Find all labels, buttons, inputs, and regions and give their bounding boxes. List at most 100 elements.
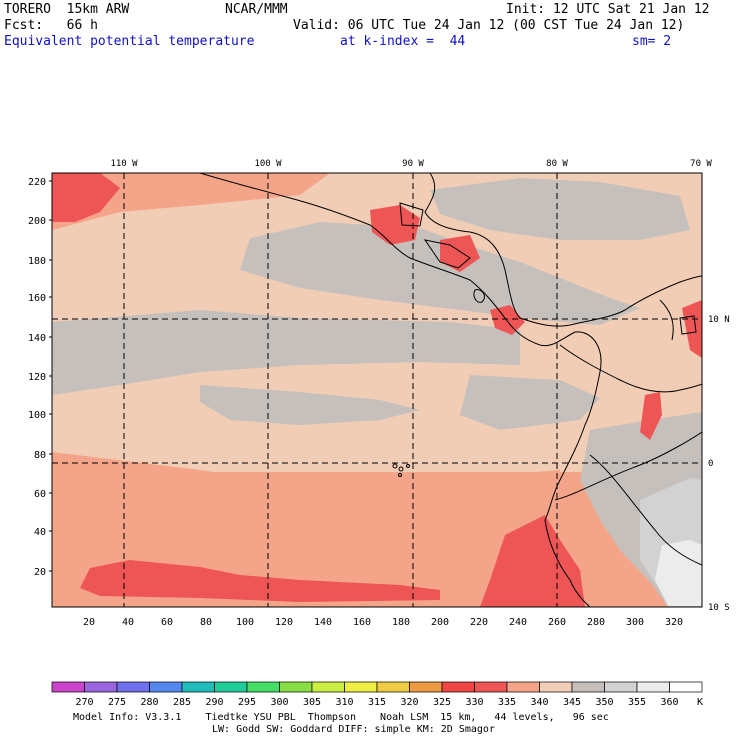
x-tick: 80: [200, 617, 212, 628]
colorbar-swatch: [441, 681, 475, 693]
colorbar-label: 270: [75, 697, 93, 708]
coastlines: [199, 173, 702, 607]
colorbar-label: 320: [400, 697, 418, 708]
organization-label: NCAR/MMM: [225, 2, 288, 17]
colorbar-swatch: [344, 681, 378, 693]
x-tick: 180: [392, 617, 410, 628]
init-time: Init: 12 UTC Sat 21 Jan 12: [506, 2, 710, 17]
graticule: [52, 173, 702, 607]
colorbar-label: 335: [498, 697, 516, 708]
colorbar-swatch: [279, 681, 313, 693]
colorbar-swatch: [376, 681, 410, 693]
pacific-coastline: [199, 173, 602, 607]
field-red-peru-coast: [480, 515, 585, 607]
map-frame: [51, 172, 703, 608]
colorbar-label: 295: [238, 697, 256, 708]
lon-label-90w: 90 W: [402, 159, 424, 169]
footer-physics-info: LW: Godd SW: Goddard DIFF: simple KM: 2D…: [212, 724, 495, 735]
lat-label-0: 0: [708, 459, 713, 469]
colorbar-label: 300: [270, 697, 288, 708]
x-tick: 40: [122, 617, 134, 628]
galapagos-island-1: [392, 463, 398, 469]
y-axis-ticks: 220 200 180 160 140 120 100 80 60 40 20: [28, 177, 46, 578]
forecast-hour: Fcst: 66 h: [4, 18, 98, 33]
colorbar-label: 290: [205, 697, 223, 708]
colorbar-swatch: [116, 681, 150, 693]
latitude-labels: 10 N 0 10 S: [708, 315, 730, 613]
field-gray-patch-1: [200, 385, 420, 425]
colorbar-label: 355: [628, 697, 646, 708]
galapagos-island-3: [406, 464, 410, 468]
colorbar-swatch: [409, 681, 443, 693]
x-tick: 320: [665, 617, 683, 628]
footer-model-info: Model Info: V3.3.1 Tiedtke YSU PBL Thomp…: [73, 712, 609, 723]
model-title: TORERO 15km ARW: [4, 2, 130, 17]
colorbar-swatch: [149, 681, 183, 693]
x-axis-ticks: 20 40 60 80 100 120 140 160 180 200 220 …: [83, 617, 683, 628]
colorbar-unit: K: [697, 697, 703, 708]
colorbar-label: 340: [530, 697, 548, 708]
colorbar-label: 285: [173, 697, 191, 708]
colorbar-swatch: [474, 681, 508, 693]
caribbean-coastline: [424, 173, 702, 327]
colorbar-label: 345: [563, 697, 581, 708]
lon-label-80w: 80 W: [546, 159, 568, 169]
ecuador-peru-border: [554, 431, 702, 501]
field-north-335: [52, 173, 330, 230]
field-red-northwest: [52, 173, 120, 222]
field-name: Equivalent potential temperature: [4, 34, 255, 49]
lat-label-10n: 10 N: [708, 315, 730, 325]
field-red-venezuela: [682, 300, 702, 358]
honduras-border: [423, 239, 471, 269]
colorbar-label: 315: [368, 697, 386, 708]
colorbar-swatch: [51, 681, 85, 693]
colorbar-label: 310: [335, 697, 353, 708]
x-tick: 60: [161, 617, 173, 628]
colorbar-swatch: [246, 681, 280, 693]
field-band-transition: [52, 452, 560, 495]
colorbar-label: 280: [140, 697, 158, 708]
x-tick: 140: [314, 617, 332, 628]
yucatan-border: [399, 202, 424, 227]
y-tick: 220: [28, 177, 46, 188]
colorbar-label: 360: [660, 697, 678, 708]
colorbar-label: 305: [303, 697, 321, 708]
y-tick: 20: [34, 567, 46, 578]
x-tick: 300: [626, 617, 644, 628]
x-tick: 220: [470, 617, 488, 628]
y-tick: 60: [34, 489, 46, 500]
y-tick: 160: [28, 293, 46, 304]
x-tick: 160: [353, 617, 371, 628]
colorbar-swatch: [539, 681, 573, 693]
x-tick: 20: [83, 617, 95, 628]
theta-e-field: [52, 173, 702, 607]
x-tick: 260: [548, 617, 566, 628]
x-tick: 100: [236, 617, 254, 628]
field-gray-caribbean: [430, 178, 690, 240]
colorbar-label: 275: [108, 697, 126, 708]
galapagos-island-2: [398, 466, 404, 472]
valid-time: Valid: 06 UTC Tue 24 Jan 12 (00 CST Tue …: [293, 18, 685, 33]
y-tick: 80: [34, 450, 46, 461]
smoothing-info: sm= 2: [632, 34, 672, 49]
y-tick: 40: [34, 527, 46, 538]
field-red-honduras: [440, 235, 480, 272]
y-tick: 100: [28, 410, 46, 421]
x-tick: 120: [275, 617, 293, 628]
colorbar-label: 325: [433, 697, 451, 708]
colorbar-swatch: [636, 681, 670, 693]
colorbar-labels: 270 275 280 285 290 295 300 305 310 315 320 325 330 3…: [75, 697, 678, 708]
colorbar-label: 350: [595, 697, 613, 708]
colorbar-swatch: [84, 681, 118, 693]
y-tick: 180: [28, 256, 46, 267]
colorbar-label: 330: [465, 697, 483, 708]
venezuela-border: [659, 299, 674, 341]
x-tick: 240: [509, 617, 527, 628]
colorbar: [51, 681, 703, 693]
colorbar-swatch: [669, 681, 703, 693]
level-info: at k-index = 44: [340, 34, 466, 49]
field-gray-band-north: [240, 222, 640, 325]
lake-maracaibo: [679, 315, 697, 335]
colombia-border: [559, 344, 702, 393]
